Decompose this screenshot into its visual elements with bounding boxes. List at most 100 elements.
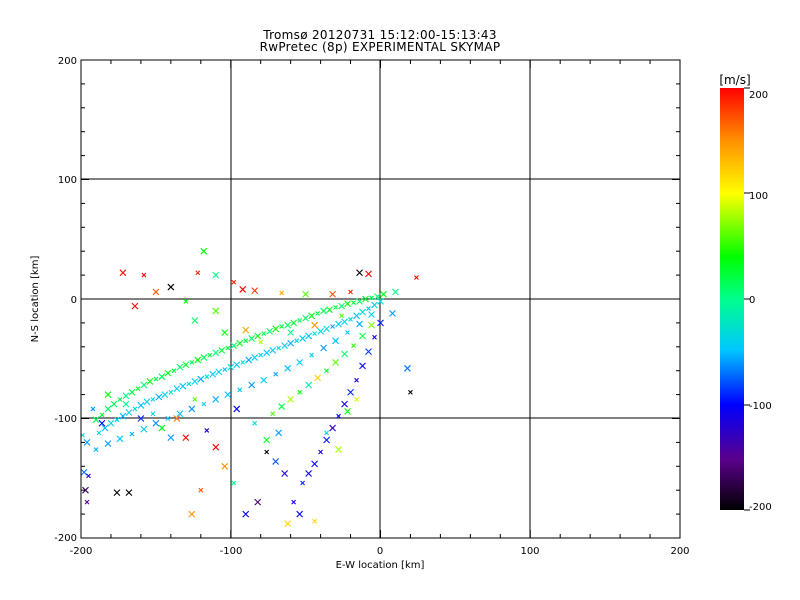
data-point xyxy=(158,373,166,381)
data-point xyxy=(243,338,249,344)
data-point xyxy=(171,368,177,374)
data-point xyxy=(150,396,156,402)
data-point xyxy=(359,308,366,316)
data-point xyxy=(201,401,207,407)
data-point xyxy=(359,332,366,340)
data-point xyxy=(195,270,201,276)
data-point xyxy=(332,337,339,345)
data-point xyxy=(128,388,136,396)
data-point xyxy=(212,307,220,315)
data-point xyxy=(129,431,135,437)
data-point xyxy=(231,480,237,486)
data-point xyxy=(287,329,295,336)
data-point xyxy=(240,359,246,365)
data-point xyxy=(225,345,231,351)
data-point xyxy=(84,499,90,505)
colorbar-tick-label: 0 xyxy=(749,295,755,306)
data-point xyxy=(179,382,187,390)
y-tick-labels: 200 100 0 -100 -200 xyxy=(54,56,77,544)
data-point xyxy=(251,287,259,295)
data-point xyxy=(276,345,282,351)
data-point xyxy=(414,275,419,280)
data-point xyxy=(236,339,244,347)
data-points xyxy=(81,247,419,528)
data-point xyxy=(258,339,264,345)
data-point xyxy=(104,391,112,398)
data-point xyxy=(194,356,202,364)
data-point xyxy=(152,288,160,296)
data-point xyxy=(119,269,127,277)
data-point xyxy=(104,440,112,447)
data-point xyxy=(119,412,127,420)
data-point xyxy=(233,405,241,413)
data-point xyxy=(93,447,99,452)
chart-subtitle: RwPretec (8p) EXPERIMENTAL SKYMAP xyxy=(259,40,501,54)
data-point xyxy=(165,416,171,421)
data-point xyxy=(117,396,123,402)
data-point xyxy=(344,407,351,415)
data-point xyxy=(281,470,289,477)
data-point xyxy=(272,325,280,333)
data-point xyxy=(161,391,169,398)
data-point xyxy=(104,405,112,413)
x-tick-label: 100 xyxy=(520,546,539,557)
data-point xyxy=(99,412,105,418)
data-point xyxy=(167,283,175,291)
data-point xyxy=(275,429,283,437)
data-point xyxy=(345,330,350,335)
data-point xyxy=(135,386,141,392)
data-point xyxy=(365,270,372,278)
data-point xyxy=(251,354,259,361)
data-point xyxy=(284,520,292,528)
y-tick-label: 100 xyxy=(58,175,77,186)
data-point xyxy=(200,354,208,361)
data-point xyxy=(315,310,320,316)
colorbar-unit-label: [m/s] xyxy=(719,73,750,87)
data-point xyxy=(230,342,238,349)
chart-title: Tromsø 20120731 15:12:00-15:13:43 xyxy=(263,28,497,42)
y-tick-label: -100 xyxy=(54,414,77,425)
x-tick-label: 0 xyxy=(377,546,383,557)
data-point xyxy=(332,358,339,366)
data-point xyxy=(362,295,369,303)
data-point xyxy=(263,349,271,357)
data-point xyxy=(183,299,189,304)
data-point xyxy=(167,434,175,442)
data-point xyxy=(110,400,118,408)
data-point xyxy=(197,375,205,383)
x-tick-label: -100 xyxy=(220,546,243,557)
x-axis-label: E-W location [km] xyxy=(336,560,425,571)
data-point xyxy=(281,342,289,349)
data-point xyxy=(204,374,210,380)
data-point xyxy=(227,363,235,371)
data-point xyxy=(237,387,243,393)
colorbar: [m/s] 200 100 0 -100 -200 xyxy=(719,73,771,513)
data-point xyxy=(318,449,323,455)
data-point xyxy=(329,290,336,298)
data-point xyxy=(231,279,237,285)
data-point xyxy=(284,364,292,372)
data-point xyxy=(122,392,130,400)
data-point xyxy=(354,396,359,402)
data-point xyxy=(377,319,384,327)
data-point xyxy=(252,420,258,426)
data-point xyxy=(131,302,139,310)
data-point xyxy=(305,332,313,340)
data-point xyxy=(374,293,381,300)
data-point xyxy=(351,343,356,348)
data-point xyxy=(312,331,317,337)
y-axis-label: N-S location [km] xyxy=(30,256,41,343)
data-point xyxy=(176,363,184,371)
data-point xyxy=(311,460,318,468)
data-point xyxy=(209,370,217,378)
data-point xyxy=(311,321,318,329)
data-point xyxy=(114,417,120,423)
x-tick-labels: -200 -100 0 100 200 xyxy=(70,546,690,557)
data-point xyxy=(224,391,232,398)
data-point xyxy=(297,389,303,395)
data-point xyxy=(173,385,181,393)
data-point xyxy=(248,335,256,342)
data-point xyxy=(368,321,375,329)
data-point xyxy=(188,405,196,413)
